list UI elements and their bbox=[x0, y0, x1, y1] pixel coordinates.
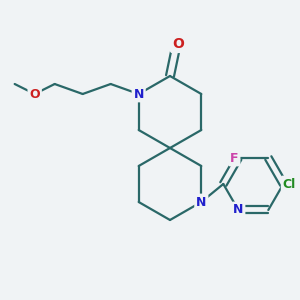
Text: O: O bbox=[29, 88, 40, 100]
Text: O: O bbox=[172, 37, 184, 51]
Text: Cl: Cl bbox=[283, 178, 296, 190]
Text: N: N bbox=[134, 88, 144, 100]
Text: N: N bbox=[196, 196, 206, 208]
Text: N: N bbox=[233, 203, 244, 217]
Text: F: F bbox=[230, 152, 238, 164]
